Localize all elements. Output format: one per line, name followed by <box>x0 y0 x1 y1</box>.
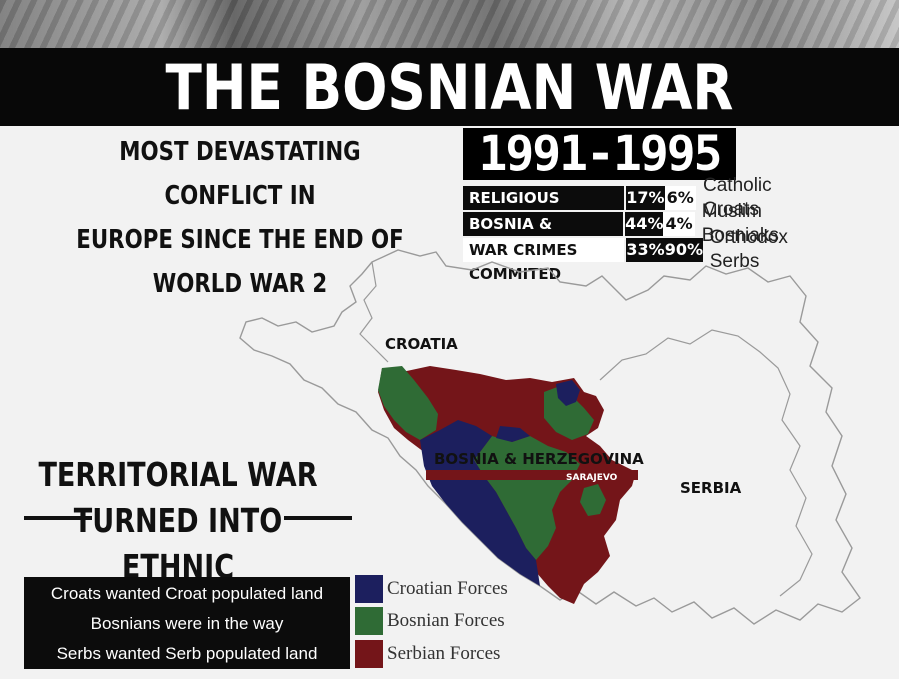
subtitle-line-2: EUROPE SINCE THE END OF <box>76 225 404 255</box>
serbia-label: SERBIA <box>680 479 742 497</box>
legend-label: Croatian Forces <box>387 578 508 599</box>
note-bosnians: Bosnians were in the way <box>90 614 284 633</box>
croatian-territory-southwest <box>420 420 540 586</box>
legend-label: Serbian Forces <box>387 643 501 664</box>
legend-item-serbian: Serbian Forces <box>355 640 500 668</box>
sarajevo-strip <box>426 470 638 480</box>
sarajevo-label: SARAJEVO <box>566 473 618 483</box>
note-serbs: Serbs wanted Serb populated land <box>56 644 318 663</box>
legend-item-croatian: Croatian Forces <box>355 575 508 603</box>
bosnia-label: BOSNIA & HERZEGOVINA <box>434 450 644 468</box>
stats-row-religious-population: RELIGIOUS POPULATION 17% 6% Catholic Cro… <box>463 175 811 231</box>
divider-right <box>284 516 352 520</box>
territorial-line-1: TERRITORIAL WAR <box>38 455 318 494</box>
stats-row-label: WAR CRIMES COMMITED <box>463 238 625 283</box>
page-title: THE BOSNIAN WAR <box>165 50 734 124</box>
legend-swatch-serbian <box>355 640 383 668</box>
croatia-border <box>359 261 389 363</box>
subtitle: MOST DEVASTATING CONFLICT IN EUROPE SINC… <box>60 130 421 306</box>
croatian-territory-northeast <box>496 426 530 442</box>
croatian-territory-north <box>556 380 580 406</box>
stats-row-group: Catholic Croats <box>703 175 772 220</box>
stats-row-pct-b: 4% <box>663 212 695 236</box>
bosnian-territory-west <box>378 366 438 440</box>
serbia-border <box>599 329 813 597</box>
legend-swatch-croatian <box>355 575 383 603</box>
subtitle-line-1: MOST DEVASTATING CONFLICT IN <box>119 137 361 211</box>
subtitle-line-3: WORLD WAR 2 <box>152 269 328 299</box>
years-banner: 1991-1995 <box>463 128 736 180</box>
title-bar <box>0 48 899 126</box>
legend-swatch-bosnian <box>355 607 383 635</box>
stats-row-pct-a: 17% <box>626 186 665 210</box>
stats-row-pct-b: 90% <box>664 238 703 262</box>
bosnian-territory-north <box>544 386 594 440</box>
territorial-line-2: TURNED INTO <box>73 501 283 540</box>
divider-left <box>24 516 92 520</box>
croatia-label: CROATIA <box>385 335 458 353</box>
stats-row-pct-b: 6% <box>664 186 696 210</box>
header-photo-strip <box>0 0 899 48</box>
stats-row-pct-a: 33% <box>626 238 665 262</box>
bosnian-territory-central <box>474 436 580 560</box>
stats-row-war-crimes: WAR CRIMES COMMITED 33% 90% Orthodox Ser… <box>463 227 820 283</box>
stats-row-group: Muslim Bosniaks <box>701 201 779 246</box>
yugoslavia-outline <box>239 249 861 625</box>
stats-row-group: Orthodox Serbs <box>709 227 788 272</box>
legend-item-bosnian: Bosnian Forces <box>355 607 505 635</box>
stats-row-pct-a: 44% <box>625 212 664 236</box>
notes-box <box>24 577 350 669</box>
legend-label: Bosnian Forces <box>387 610 505 631</box>
bosnian-territory-east <box>580 484 606 516</box>
note-croats: Croats wanted Croat populated land <box>50 584 324 603</box>
